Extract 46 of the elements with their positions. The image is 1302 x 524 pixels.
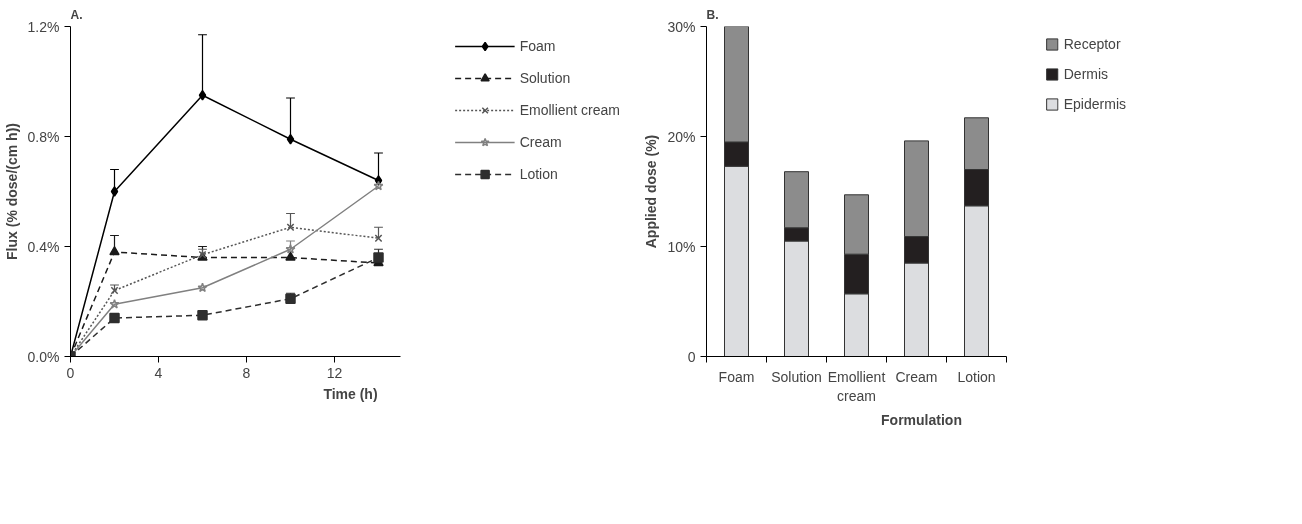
point	[197, 310, 208, 321]
point	[110, 186, 119, 197]
x-tick-label: Solution	[771, 368, 822, 385]
y-tick-label: 0.4%	[27, 238, 60, 255]
point	[285, 251, 296, 261]
x-axis-title: Formulation	[881, 411, 962, 428]
x-tick-label: 0	[66, 364, 75, 381]
y-tick-label: 0	[687, 348, 696, 365]
y-axis-title: Flux (% dose/(cm h))	[3, 123, 20, 260]
point	[285, 293, 296, 304]
chart-title: A.	[70, 7, 83, 22]
legend-label: Emollient cream	[519, 102, 620, 118]
legend-label: Cream	[519, 134, 562, 150]
legend-label: Foam	[519, 38, 556, 54]
x-tick-label: 12	[326, 364, 343, 381]
x-tick-label: Lotion	[957, 368, 996, 385]
y-tick-label: 1.2%	[27, 18, 60, 35]
chart-title: B.	[706, 7, 719, 22]
point	[198, 90, 207, 101]
x-tick-label: 8	[242, 364, 251, 381]
point	[197, 282, 208, 293]
legend-label: Lotion	[519, 166, 558, 182]
point	[374, 234, 383, 243]
point	[286, 134, 295, 145]
point	[373, 252, 384, 263]
legend-label: Solution	[519, 70, 571, 86]
x-axis-title: Time (h)	[323, 385, 378, 402]
y-tick-label: 30%	[667, 18, 696, 35]
legend-label: Dermis	[1063, 66, 1109, 82]
y-tick-label: 0.8%	[27, 128, 60, 145]
legend-label: Epidermis	[1063, 96, 1126, 112]
x-tick-label: 4	[154, 364, 163, 381]
y-tick-label: 20%	[667, 128, 696, 145]
point	[109, 299, 120, 309]
point	[286, 223, 295, 232]
x-tick-label: Cream	[895, 368, 938, 385]
y-tick-label: 10%	[667, 238, 696, 255]
x-tick-label: Emollient cream	[827, 368, 886, 404]
point	[373, 180, 384, 191]
x-tick-label: Foam	[718, 368, 755, 385]
y-axis-title: Applied dose (%)	[643, 134, 660, 249]
y-tick-label: 0.0%	[27, 348, 60, 365]
point	[109, 312, 120, 324]
legend-label: Receptor	[1063, 36, 1121, 52]
point	[109, 246, 120, 256]
point	[285, 244, 296, 254]
